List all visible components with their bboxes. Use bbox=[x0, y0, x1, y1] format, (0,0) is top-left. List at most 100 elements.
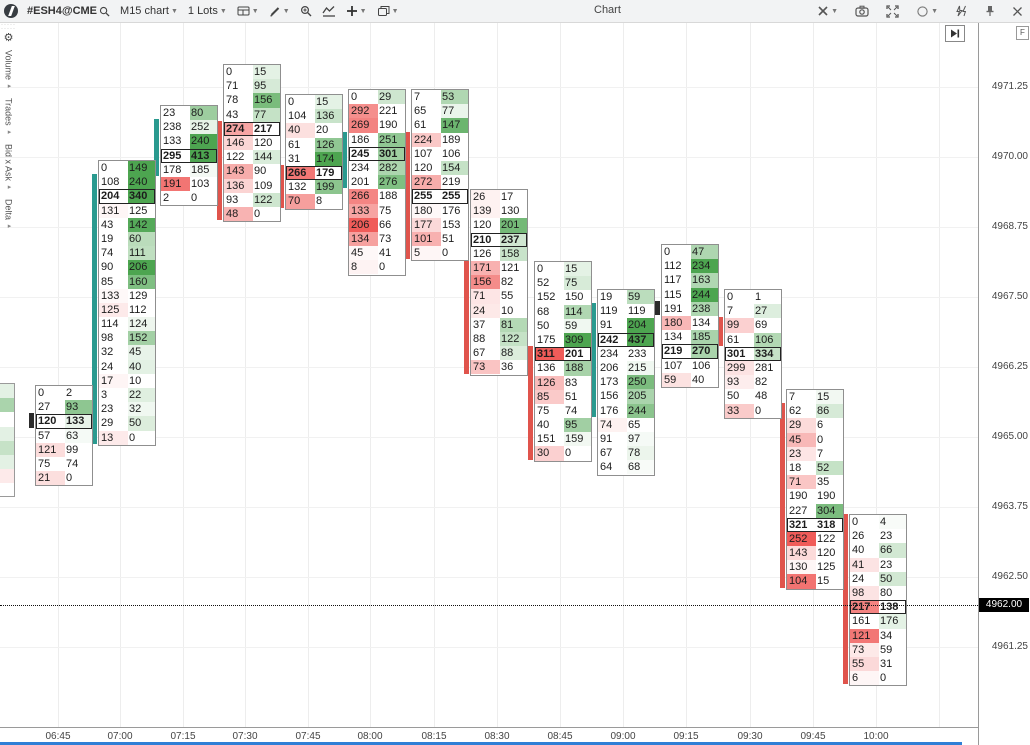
chevron-down-icon: ▼ bbox=[251, 7, 259, 15]
footprint-row: 130 125 bbox=[787, 560, 843, 575]
gear-icon[interactable]: ⚙ bbox=[3, 32, 14, 44]
shapes-button[interactable]: ▼ bbox=[913, 4, 941, 19]
bid-cell: 0 bbox=[727, 291, 734, 303]
candle-body bbox=[29, 413, 34, 428]
ask-cell: 185 bbox=[190, 162, 217, 177]
sidebar-item-volume[interactable]: Volume ▸ bbox=[4, 50, 14, 90]
layout-button[interactable]: ▼ bbox=[374, 4, 402, 18]
ask-cell: 206 bbox=[128, 260, 155, 275]
ask-cell: 74 bbox=[565, 404, 578, 417]
footprint-column[interactable]: 7 15 62 86 29 6 45 0 23 7 18 52 71 35 190 190 227 304 321 3… bbox=[786, 389, 844, 590]
footprint-column[interactable]: 0 4 26 23 40 66 41 23 24 50 98 80 217 138 161 176 121 34 7… bbox=[849, 514, 907, 687]
ask-cell: 190 bbox=[379, 119, 398, 132]
fullscreen-button[interactable] bbox=[883, 4, 902, 19]
bid-cell: 33 bbox=[725, 403, 754, 418]
bid-cell: 13 bbox=[99, 430, 128, 445]
bid-cell: 52 bbox=[537, 277, 550, 290]
bid-cell: 37 bbox=[473, 318, 486, 331]
ask-cell: 83 bbox=[565, 376, 578, 389]
crosshair-tools-button[interactable]: ▼ bbox=[814, 4, 841, 18]
ask-cell: 340 bbox=[128, 189, 155, 204]
panels-button[interactable]: ▼ bbox=[234, 4, 262, 18]
bid-cell: 59 bbox=[662, 372, 691, 387]
lots-selector[interactable]: 1 Lots ▼ bbox=[185, 4, 230, 18]
footprint-column[interactable]: 0 15 104 136 40 20 61 126 31 174 266 179 132 199 70 8 bbox=[285, 94, 343, 210]
time-axis-label: 06:45 bbox=[45, 731, 71, 742]
footprint-column[interactable]: 0 15 52 75 152 150 68 114 50 59 175 309 311 201 136 188… bbox=[534, 261, 592, 462]
footprint-row: 121 34 bbox=[850, 628, 906, 643]
footprint-column[interactable]: 7 53 65 77 61 147 224 189 107 106 120 154 272 219 255 2… bbox=[411, 89, 469, 262]
bid-cell: 55 bbox=[850, 656, 879, 672]
ask-cell: 188 bbox=[564, 361, 591, 376]
price-axis-label: 4966.25 bbox=[991, 361, 1028, 372]
go-to-latest-button[interactable] bbox=[945, 25, 965, 42]
ask-cell: 134 bbox=[692, 316, 711, 329]
sidebar-item-delta[interactable]: Delta ▸ bbox=[4, 199, 14, 230]
price-axis-label: 4963.75 bbox=[991, 501, 1028, 512]
sidebar-item-trades[interactable]: Trades ▸ bbox=[4, 98, 14, 136]
bid-cell: 61 bbox=[727, 333, 740, 346]
footprint-row: 52 75 bbox=[535, 276, 591, 291]
footprint-column[interactable]: 26 17 139 130 120 201 210 237 126 158 171 121 156 82 7… bbox=[470, 189, 528, 376]
footprint-column[interactable]: 0 2 27 93 120 133 57 63 121 99 75 74 21 0 bbox=[35, 385, 93, 487]
ask-cell: 95 bbox=[253, 79, 280, 94]
footprint-column[interactable]: 19 59 119 119 91 204 242 437 234 233 206 215 173 250 1… bbox=[597, 289, 655, 476]
bid-cell: 74 bbox=[598, 417, 627, 432]
bid-cell: 242 bbox=[600, 333, 619, 346]
bid-cell: 19 bbox=[101, 232, 114, 245]
sidebar-item-bid-x-ask[interactable]: Bid x Ask ▸ bbox=[4, 144, 14, 191]
footprint-row: 74 111 bbox=[99, 246, 155, 261]
ask-cell: 147 bbox=[441, 118, 468, 133]
draw-button[interactable]: ▼ bbox=[266, 4, 293, 18]
footprint-column[interactable]: 0 15 71 95 78 156 43 77 274 217 146 120 122 144 143 90 1… bbox=[223, 64, 281, 223]
partial-footprint-column[interactable] bbox=[0, 383, 15, 497]
add-indicator-button[interactable]: ▼ bbox=[343, 4, 370, 18]
bid-cell: 177 bbox=[412, 217, 441, 232]
footprint-column[interactable]: 0 29 292 221 269 190 186 251 245 301 234 282 201 276 2… bbox=[348, 89, 406, 276]
footprint-column[interactable]: 23 80 238 252 133 240 295 413 178 185 191 103 2 0 bbox=[160, 105, 218, 207]
footprint-row: 180 134 bbox=[662, 315, 718, 331]
footprint-row: 90 206 bbox=[99, 260, 155, 275]
bid-cell: 67 bbox=[473, 347, 486, 360]
footprint-row: 40 66 bbox=[850, 543, 906, 558]
horizontal-scrollbar[interactable] bbox=[0, 742, 962, 745]
drag-handle[interactable]: ····· ····· bbox=[1, 22, 16, 32]
bid-cell: 134 bbox=[664, 331, 683, 344]
ask-cell: 77 bbox=[253, 107, 280, 122]
bid-cell: 40 bbox=[286, 123, 315, 138]
footprint-row: 71 55 bbox=[471, 289, 527, 304]
chart-type-button[interactable] bbox=[319, 4, 339, 18]
chart-area[interactable]: 0 2 27 93 120 133 57 63 121 99 75 74 21 0 0 149 108 240 20… bbox=[0, 23, 978, 727]
gridline-vertical bbox=[813, 23, 814, 727]
footprint-column[interactable]: 0 1 7 27 99 69 61 106 301 334 299 281 93 82 50 48 33 0 bbox=[724, 289, 782, 419]
current-price-badge: 4962.00 bbox=[979, 598, 1029, 612]
footprint-row: 121 99 bbox=[36, 442, 92, 457]
chevron-down-icon: ▼ bbox=[282, 7, 290, 15]
footprint-column[interactable]: 0 47 112 234 117 163 115 244 191 238 180 134 134 185 2… bbox=[661, 244, 719, 388]
gridline-vertical bbox=[308, 23, 309, 727]
time-axis[interactable]: 06:45 07:00 07:15 07:30 07:45 08:00 08:15 08:30… bbox=[0, 727, 978, 744]
bid-cell: 21 bbox=[36, 471, 65, 486]
pin-button[interactable] bbox=[982, 4, 998, 18]
gridline-vertical bbox=[245, 23, 246, 727]
ask-cell: 74 bbox=[66, 457, 79, 470]
gridline-vertical bbox=[58, 23, 59, 727]
f-badge-icon[interactable]: F bbox=[1016, 26, 1029, 40]
footprint-column[interactable]: 0 149 108 240 204 340 131 125 43 142 19 60 74 111 90 20… bbox=[98, 160, 156, 446]
ask-cell: 270 bbox=[691, 344, 718, 359]
ask-cell: 0 bbox=[442, 247, 449, 260]
price-axis[interactable]: 4971.25 4970.00 4968.75 4967.50 4966.25 4965.… bbox=[978, 23, 1030, 745]
footprint-row: 64 68 bbox=[598, 460, 654, 475]
bid-cell: 115 bbox=[664, 288, 682, 301]
ask-cell: 240 bbox=[190, 134, 217, 149]
hotkeys-button[interactable] bbox=[952, 4, 971, 18]
time-axis-label: 08:45 bbox=[547, 731, 573, 742]
partial-cell bbox=[0, 412, 14, 426]
footprint-row: 201 276 bbox=[349, 175, 405, 190]
zoom-button[interactable] bbox=[297, 4, 315, 18]
timeframe-selector[interactable]: M15 chart ▼ bbox=[117, 4, 181, 18]
symbol-selector[interactable]: #ESH4@CME bbox=[24, 4, 113, 18]
screenshot-button[interactable] bbox=[852, 4, 872, 18]
close-button[interactable] bbox=[1009, 5, 1026, 18]
